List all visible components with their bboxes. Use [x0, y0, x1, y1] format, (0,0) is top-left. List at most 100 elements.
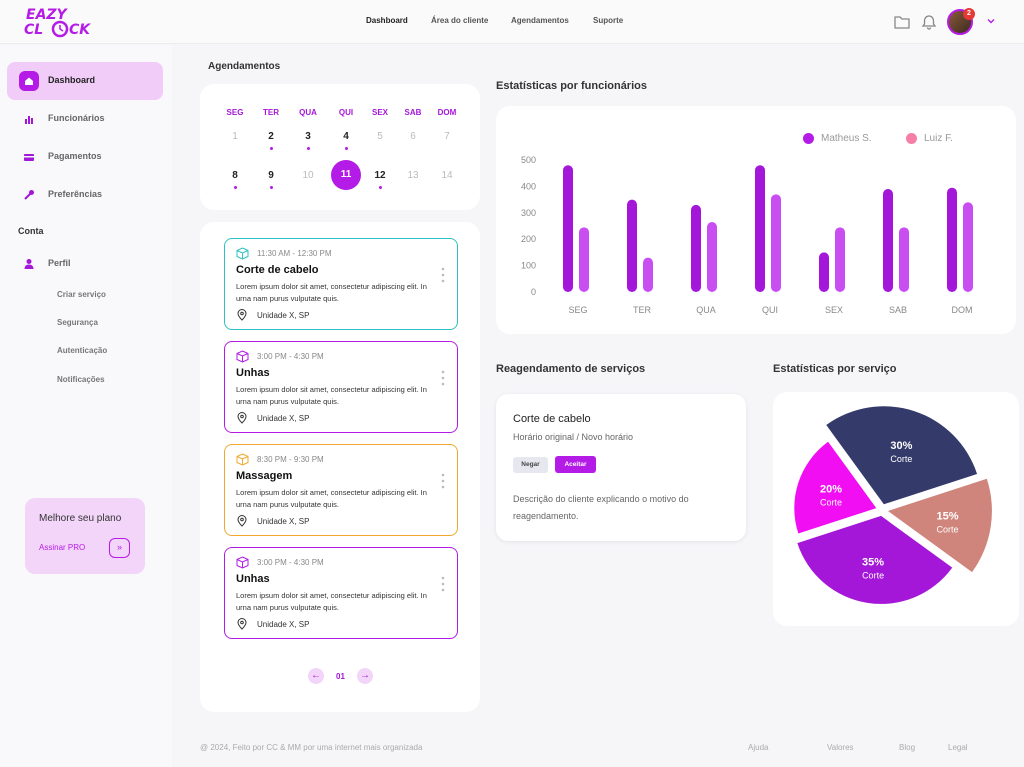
calendar-day[interactable]: 12	[374, 170, 386, 181]
calendar-selected-day[interactable]: 11	[331, 160, 361, 190]
box-icon	[236, 556, 249, 569]
calendar-day[interactable]: 2	[268, 131, 274, 142]
calendar-day[interactable]: 4	[343, 131, 349, 142]
svg-text:CL: CL	[24, 22, 43, 38]
employee-stats-title: Estatísticas por funcionários	[496, 80, 647, 92]
next-page-button[interactable]: →	[357, 668, 373, 684]
section-title-conta: Conta	[18, 226, 44, 236]
location-pin-icon	[237, 618, 247, 630]
home-icon	[19, 71, 39, 91]
box-icon	[236, 350, 249, 363]
location-pin-icon	[237, 412, 247, 424]
calendar-weekday: SAB	[404, 108, 422, 117]
appointment-card[interactable]: 3:00 PM - 4:30 PM Unhas Lorem ipsum dolor …	[224, 547, 458, 639]
footer-link-ajuda[interactable]: Ajuda	[748, 743, 769, 752]
double-chevron-right-icon[interactable]: »	[109, 538, 130, 558]
appointment-description: Lorem ipsum dolor sit amet, consectetur …	[236, 488, 427, 509]
appointment-card[interactable]: 11:30 AM - 12:30 PM Corte de cabelo Lorem …	[224, 238, 458, 330]
calendar-weekday: SEG	[226, 108, 244, 117]
box-icon	[236, 453, 249, 466]
page-number: 01	[336, 672, 345, 681]
nav-agendamentos[interactable]: Agendamentos	[511, 16, 569, 25]
calendar-day[interactable]: 9	[268, 170, 274, 181]
footer-link-legal[interactable]: Legal	[948, 743, 968, 752]
chevron-down-icon[interactable]	[986, 16, 996, 26]
notification-badge: 2	[963, 8, 975, 20]
nav-suporte[interactable]: Suporte	[593, 16, 624, 25]
calendar-day[interactable]: 5	[377, 131, 383, 142]
calendar-day[interactable]: 1	[232, 131, 238, 142]
sidebar-item-perfil[interactable]: Perfil	[7, 245, 163, 283]
wrench-icon	[19, 185, 39, 205]
calendar-weekday: SEX	[371, 108, 388, 117]
calendar-event-dot	[270, 186, 273, 189]
brand-logo[interactable]: EAZY CL CK	[24, 6, 100, 38]
calendar	[200, 84, 480, 210]
box-icon	[236, 247, 249, 260]
calendar-day[interactable]: 8	[232, 170, 238, 181]
sidebar-item-label: Pagamentos	[48, 151, 102, 161]
appointment-time: 11:30 AM - 12:30 PM	[257, 249, 332, 258]
footer-link-blog[interactable]: Blog	[899, 743, 916, 752]
legend-dot-luiz	[906, 133, 917, 144]
calendar-day[interactable]: 10	[302, 170, 314, 181]
sidebar-subitem-seguranca[interactable]: Segurança	[57, 318, 98, 327]
clock-logo-icon: EAZY CL CK	[24, 7, 91, 38]
location-pin-icon	[237, 309, 247, 321]
sidebar-subitem-notificacoes[interactable]: Notificações	[57, 375, 105, 384]
more-options-icon[interactable]	[441, 267, 445, 283]
sidebar-item-label: Funcionários	[48, 113, 105, 123]
sidebar-item-pagamentos[interactable]: Pagamentos	[7, 138, 163, 176]
calendar-weekday: TER	[263, 108, 279, 117]
sidebar-subitem-criar-servico[interactable]: Criar serviço	[57, 290, 106, 299]
card-icon	[19, 147, 39, 167]
sidebar-item-label: Preferências	[48, 189, 103, 199]
calendar-day[interactable]: 6	[410, 131, 416, 142]
sidebar-item-dashboard[interactable]: Dashboard	[7, 62, 163, 100]
sidebar-subitem-autenticacao[interactable]: Autenticação	[57, 346, 108, 355]
service-pie-card	[773, 392, 1019, 626]
appointment-card[interactable]: 3:00 PM - 4:30 PM Unhas Lorem ipsum dolor …	[224, 341, 458, 433]
calendar-day[interactable]: 7	[444, 131, 450, 142]
subscribe-pro-link[interactable]: Assinar PRO	[39, 543, 86, 552]
sidebar-item-label: Perfil	[48, 258, 71, 268]
appointment-title: Unhas	[236, 573, 270, 585]
deny-button[interactable]: Negar	[513, 457, 548, 473]
avatar[interactable]	[947, 9, 973, 35]
calendar-day[interactable]: 14	[441, 170, 453, 181]
appointment-time: 3:00 PM - 4:30 PM	[257, 558, 324, 567]
bar-chart-icon	[19, 109, 39, 129]
prev-page-button[interactable]: ←	[308, 668, 324, 684]
legend-label-matheus: Matheus S.	[821, 133, 872, 144]
appointment-card[interactable]: 8:30 PM - 9:30 PM Massagem Lorem ipsum dol…	[224, 444, 458, 536]
user-icon	[19, 254, 39, 274]
service-stats-title: Estatísticas por serviço	[773, 363, 897, 375]
appointment-location: Unidade X, SP	[257, 311, 310, 320]
sidebar: Dashboard Funcionários Pagamentos Prefer…	[0, 45, 172, 767]
calendar-event-dot	[307, 147, 310, 150]
sidebar-item-preferencias[interactable]: Preferências	[7, 176, 163, 214]
more-options-icon[interactable]	[441, 370, 445, 386]
plan-title: Melhore seu plano	[39, 513, 122, 524]
upgrade-plan-card: Melhore seu plano Assinar PRO »	[25, 498, 145, 574]
calendar-day[interactable]: 3	[305, 131, 311, 142]
appointment-time: 3:00 PM - 4:30 PM	[257, 352, 324, 361]
footer-link-valores[interactable]: Valores	[827, 743, 854, 752]
reschedule-card: Corte de cabelo Horário original / Novo …	[496, 394, 746, 541]
calendar-event-dot	[270, 147, 273, 150]
appointment-time: 8:30 PM - 9:30 PM	[257, 455, 324, 464]
bell-icon[interactable]	[920, 13, 938, 31]
calendar-day[interactable]: 13	[407, 170, 419, 181]
calendar-weekday: QUA	[299, 108, 317, 117]
calendar-event-dot	[345, 147, 348, 150]
nav-dashboard[interactable]: Dashboard	[366, 16, 408, 25]
folder-icon[interactable]	[893, 13, 911, 31]
reschedule-title: Reagendamento de serviços	[496, 363, 646, 375]
accept-button[interactable]: Aceitar	[555, 456, 596, 473]
more-options-icon[interactable]	[441, 473, 445, 489]
more-options-icon[interactable]	[441, 576, 445, 592]
sidebar-item-funcionarios[interactable]: Funcionários	[7, 100, 163, 138]
reschedule-service: Corte de cabelo	[513, 413, 591, 425]
nav-area-do-cliente[interactable]: Área do cliente	[431, 16, 489, 25]
footer-copyright: @ 2024, Feito por CC & MM por uma intern…	[200, 743, 423, 752]
